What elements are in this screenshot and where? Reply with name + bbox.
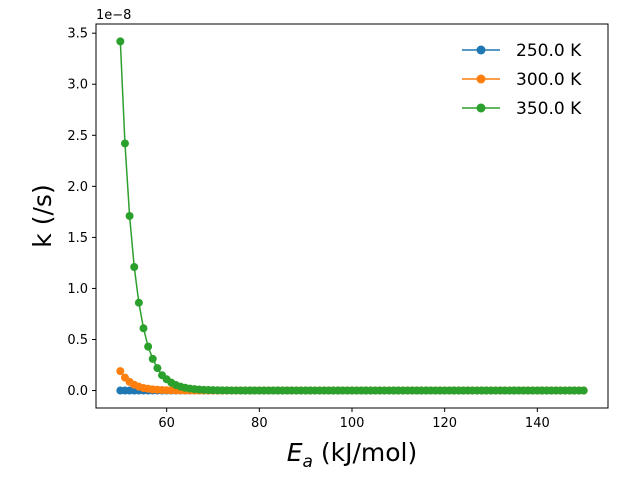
- data-point: [125, 211, 134, 220]
- y-tick-label: 0.0: [67, 384, 88, 399]
- y-offset-text: 1e−8: [96, 8, 131, 23]
- x-axis-label-symbol: E: [287, 438, 303, 467]
- legend-label: 300.0 K: [516, 70, 582, 90]
- series-2: [116, 37, 588, 395]
- data-point: [120, 139, 129, 148]
- data-point: [134, 298, 143, 307]
- ticks-layer: 60 80 100 120 140 0.0 0.5 1.0 1.5 2.0 2.5 3.0 3.5: [67, 27, 549, 431]
- legend-marker: [476, 74, 486, 84]
- legend-label: 350.0 K: [516, 99, 582, 119]
- x-tick-label: 80: [251, 416, 268, 431]
- y-axis-label: k (/s): [28, 184, 57, 247]
- x-tick-label: 140: [525, 416, 550, 431]
- y-tick-label: 2.5: [67, 129, 88, 144]
- data-point: [139, 324, 148, 333]
- x-tick-label: 120: [432, 416, 457, 431]
- legend-entry: 350.0 K: [462, 99, 582, 119]
- y-tick-label: 2.0: [67, 180, 88, 195]
- data-point: [144, 342, 153, 351]
- y-tick-label: 1.5: [67, 231, 88, 246]
- legend-entry: 300.0 K: [462, 70, 582, 90]
- x-axis-label-units: (kJ/mol): [313, 438, 417, 467]
- legend-entry: 250.0 K: [462, 41, 582, 61]
- data-point: [116, 37, 125, 46]
- y-tick-label: 0.5: [67, 333, 88, 348]
- y-tick-label: 1.0: [67, 282, 88, 297]
- data-point: [148, 354, 157, 363]
- data-point: [116, 367, 125, 376]
- x-tick-label: 100: [340, 416, 365, 431]
- series-layer: [116, 37, 588, 395]
- legend-marker: [476, 103, 486, 113]
- x-axis-label: Ea (kJ/mol): [287, 438, 418, 472]
- y-tick-label: 3.0: [67, 78, 88, 93]
- legend-marker: [476, 45, 486, 55]
- x-tick-label: 60: [158, 416, 175, 431]
- data-point: [579, 386, 588, 395]
- x-axis-label-subscript: a: [303, 452, 313, 472]
- data-point: [130, 263, 139, 271]
- y-tick-label: 3.5: [67, 27, 88, 42]
- data-point: [153, 364, 162, 373]
- legend-label: 250.0 K: [516, 41, 582, 61]
- legend: 250.0 K 300.0 K 350.0 K: [462, 41, 582, 119]
